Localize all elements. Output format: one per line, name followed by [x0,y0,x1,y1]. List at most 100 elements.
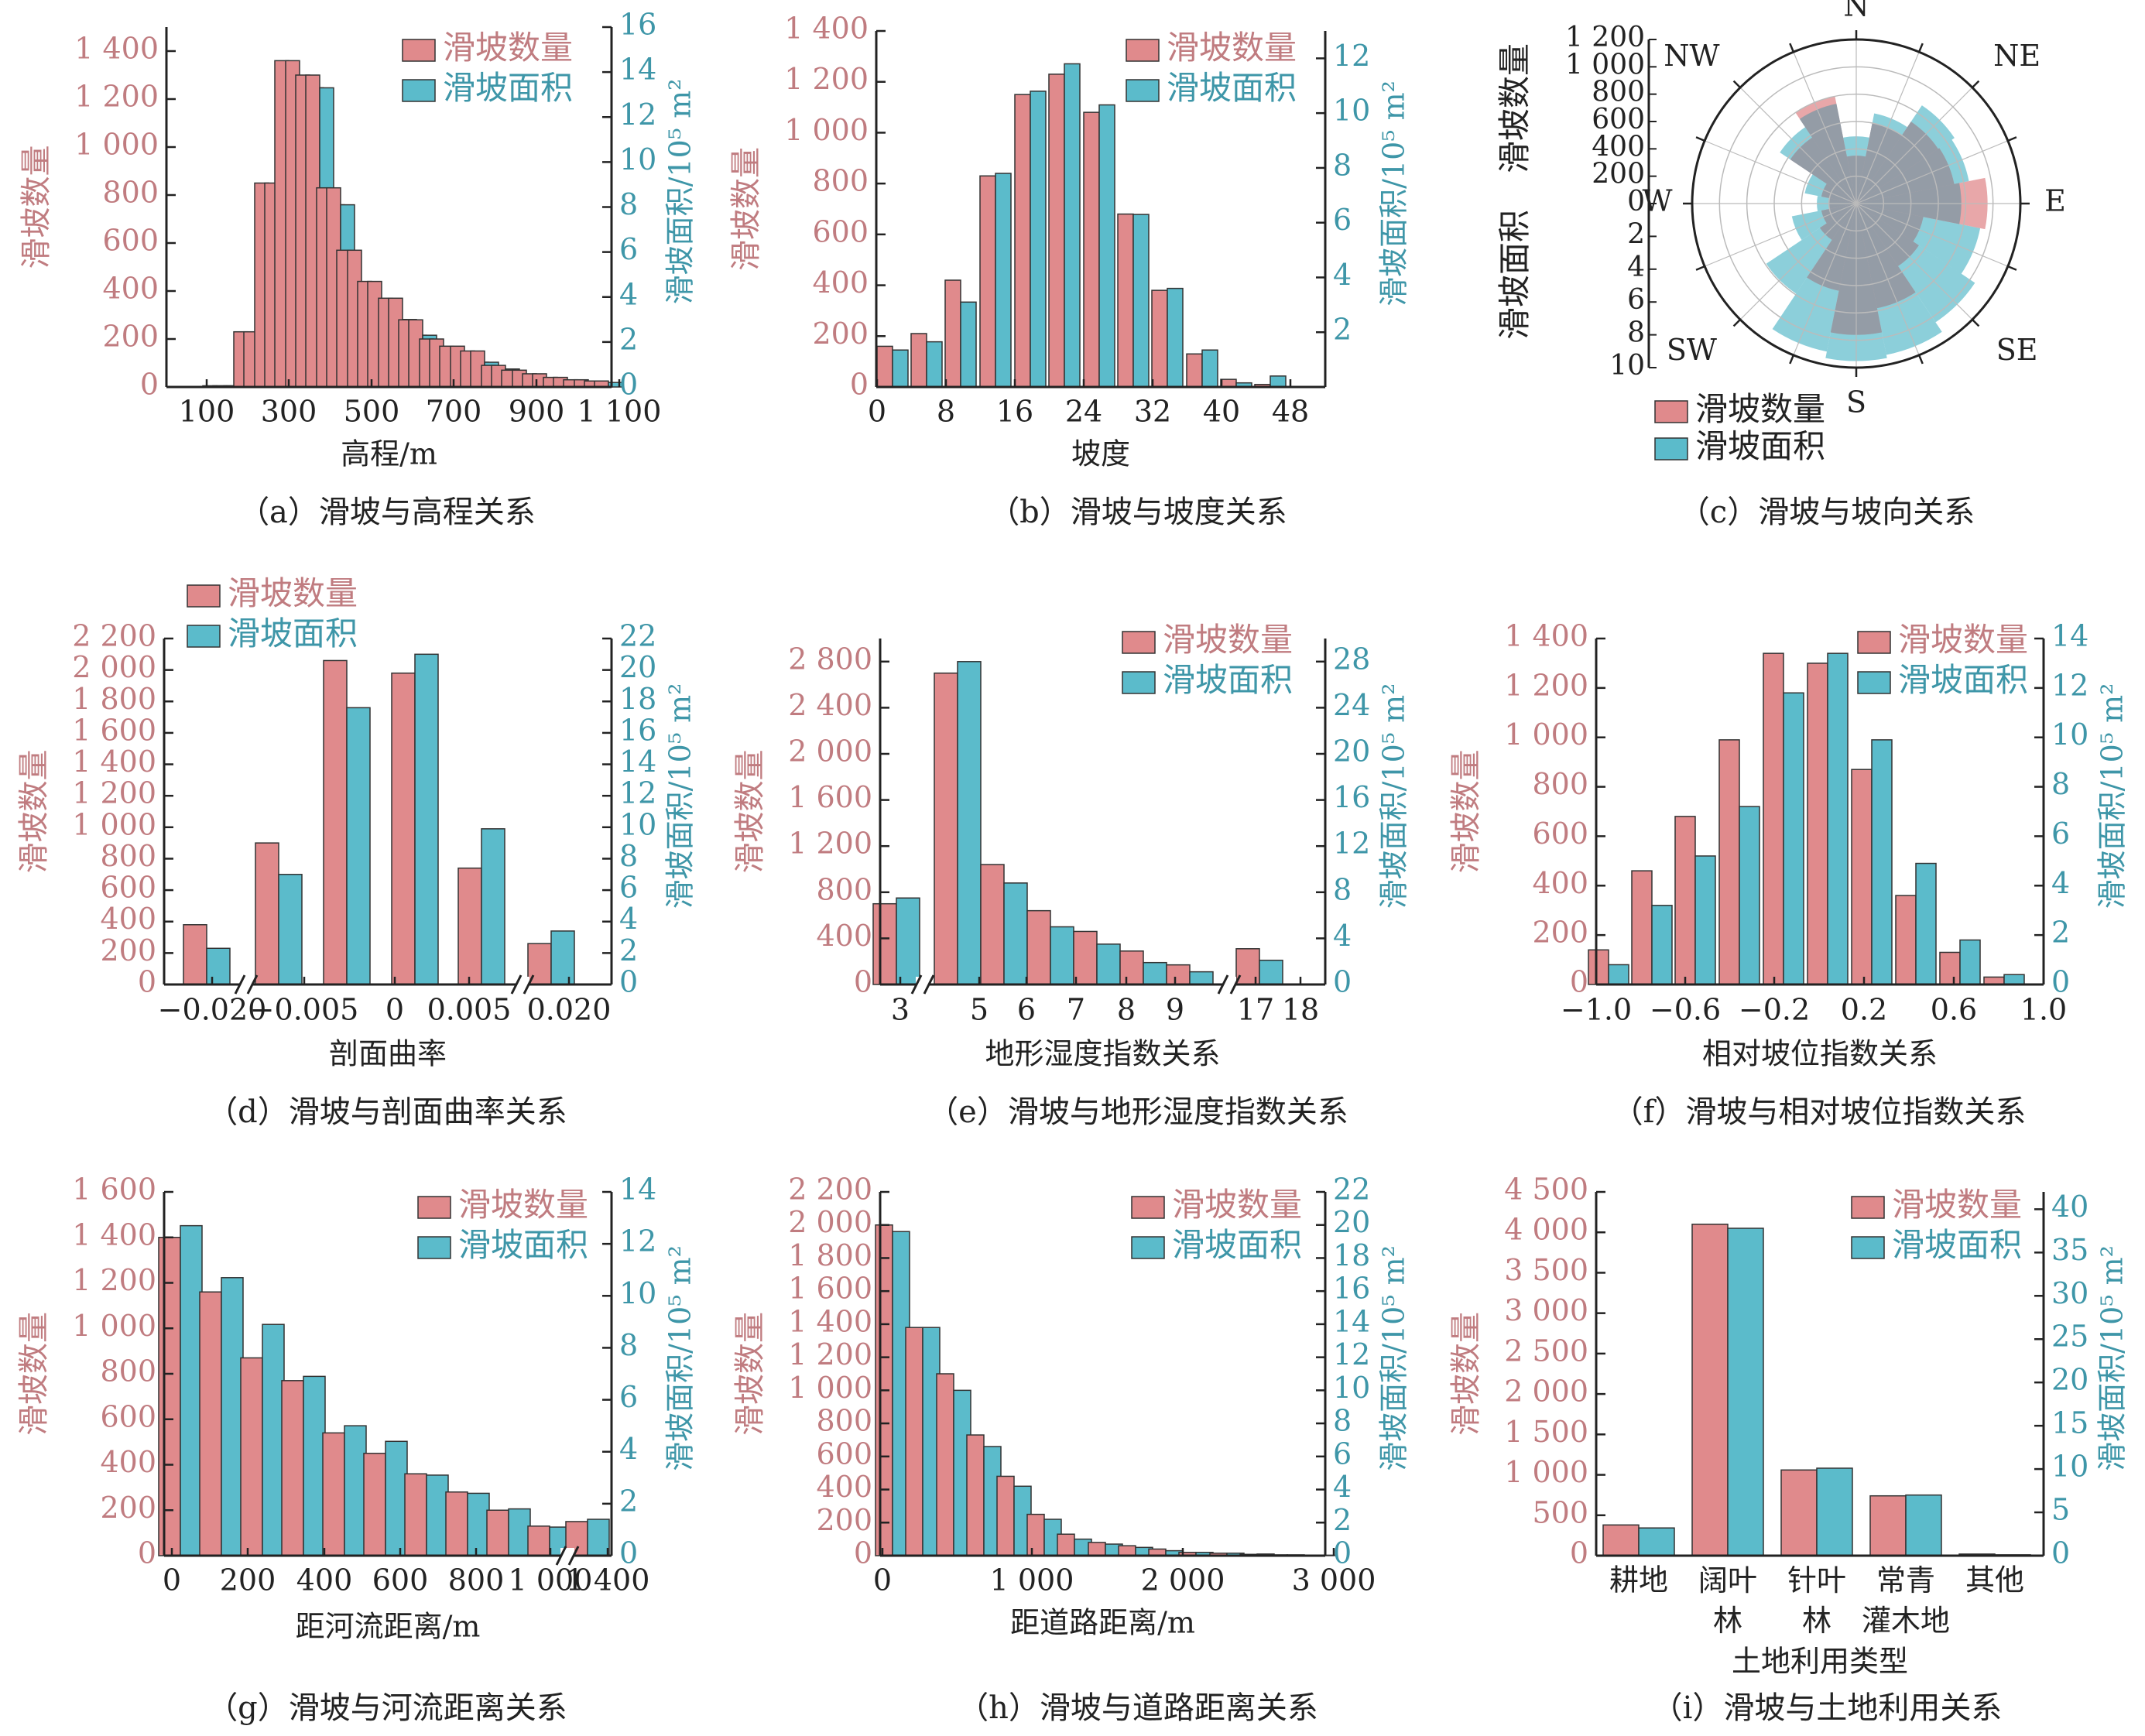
y-tick-label-left: 1 000 [72,1309,156,1343]
y-tick-label-right: 16 [619,8,656,42]
legend-swatch-area [1126,79,1160,102]
bar-count [1073,930,1098,985]
y-tick-label-left: 400 [816,1470,872,1504]
legend-swatch-count [187,584,221,608]
y-tick-label-right: 20 [1333,1205,1370,1239]
y-tick-label-right: 8 [1333,1404,1352,1438]
chart-panel-i: 0 500 1 000 1 500 2 000 2 500 3 000 3 500 4 000 4… [1448,1173,2130,1727]
y-tick-label-left: 200 [812,317,869,351]
bar-count [1895,895,1917,985]
y-tick-label-left: 1 200 [72,1263,156,1297]
y-tick-label-left: 200 [816,1503,872,1537]
legend-label-area: 滑坡面积 [1695,427,1825,465]
bar-count [1851,769,1873,985]
x-tick-label: 24 [1065,395,1102,429]
x-tick-label: 40 [1203,395,1240,429]
y-tick-label-right: 40 [2051,1190,2088,1224]
bar-count [980,864,1005,985]
bar-area [1827,652,1849,985]
y-tick-label-right: 10 [2051,1450,2088,1484]
y-tick-label-left: 500 [1532,1495,1588,1529]
bar-area [995,173,1012,388]
y-tick-label-left: 1 600 [72,713,156,747]
y-tick-label-right: 2 [1333,313,1352,347]
rose-tick [1789,354,1795,365]
legend-swatch-area [417,1236,451,1259]
axis-break-mark [523,974,535,995]
bar-count [1939,951,1961,985]
y-tick-label-right: 18 [1333,1238,1370,1272]
bar-count [1014,94,1031,388]
legend-swatch-count [1122,631,1156,654]
y-tick-label-left: 1 000 [74,128,159,162]
legend-swatch-area [1122,671,1156,694]
y-tick-label-right: 15 [2051,1406,2088,1440]
y-tick-label-left: 3 500 [1504,1253,1588,1287]
x-tick-label: 2 000 [1141,1563,1225,1597]
axis-break-mark [510,974,523,995]
bar-area [1201,349,1218,388]
x-tick-label: 0 [163,1563,181,1597]
y-tick-label-right: 2 [1333,1503,1352,1537]
x-tick-label: 针叶林 [1787,1563,1846,1638]
y-tick-label-right: 4 [619,277,638,311]
y-tick-label-left: 1 200 [1504,668,1588,702]
panel-caption: （c）滑坡与坡向关系 [1679,495,1975,530]
x-tick-label: 0.005 [427,993,512,1027]
y-tick-label-right: 28 [1333,642,1370,676]
bar-count [363,1453,386,1556]
bar-count [876,345,893,388]
panel-caption: （h）滑坡与道路距离关系 [958,1690,1318,1726]
legend-label-area: 滑坡面积 [1898,661,2028,699]
y-tick-label-left: 0 [854,1536,872,1570]
chart-panel-a: 0 200 400 600 800 1 000 1 200 1 400 0 2 4 6 8 10 12 14 1… [19,8,697,531]
panel-caption: （d）滑坡与剖面曲率关系 [207,1094,567,1130]
rose-tick [1789,43,1795,53]
rose-sector-overlap [1799,104,1856,204]
rose-sector-overlap [1821,204,1856,224]
bar-area [426,1474,449,1556]
rose-grid-spoke [1739,87,1857,204]
y-tick-label-left: 800 [100,1354,156,1388]
bar-area [262,1323,285,1556]
direction-label-E: E [2044,184,2066,218]
y-tick-label-left: 0 [850,368,869,402]
x-tick-label: 17 [1237,993,1274,1027]
y-tick-label-left: 600 [100,871,156,905]
y-tick-label-left: 2 500 [1504,1334,1588,1368]
bar-area [1098,104,1115,388]
y-tick-label-left: 0 [138,1536,156,1570]
y-tick-label-right: 6 [619,232,638,266]
legend-label-area: 滑坡面积 [228,615,358,652]
legend-label-count: 滑坡数量 [443,29,573,67]
legend-swatch-area [1654,437,1688,461]
bar-area [1905,1494,1942,1556]
bar-area [344,1425,367,1556]
x-axis-title: 地形湿度指数关系 [985,1037,1220,1071]
y-tick-label-right: 6 [619,871,638,905]
y-tick-label-right: 6 [2051,817,2070,851]
axis-break-mark [234,974,246,995]
x-tick-label: −0.6 [1650,993,1721,1027]
y-tick-label-left: 1 200 [788,827,872,861]
bar-area [587,1519,610,1556]
y-tick-label-left: 200 [102,320,159,354]
x-tick-label: 耕地 [1609,1563,1668,1597]
bar-count [199,1291,222,1556]
axis-break-gap [1222,977,1236,992]
bar-count [240,1357,263,1556]
rose-sector-overlap [1856,123,1902,204]
rose-grid-spoke [1855,203,1973,320]
bar-count [1166,964,1191,985]
y-tick-label-right: 0 [619,1536,638,1570]
bar-area [180,1224,203,1556]
bar-area [1871,739,1893,985]
y-tick-label-left: 1 500 [1504,1415,1588,1449]
bar-area [550,930,575,985]
y-tick-label-left: 200 [100,933,156,967]
legend-swatch-area [1131,1236,1165,1259]
